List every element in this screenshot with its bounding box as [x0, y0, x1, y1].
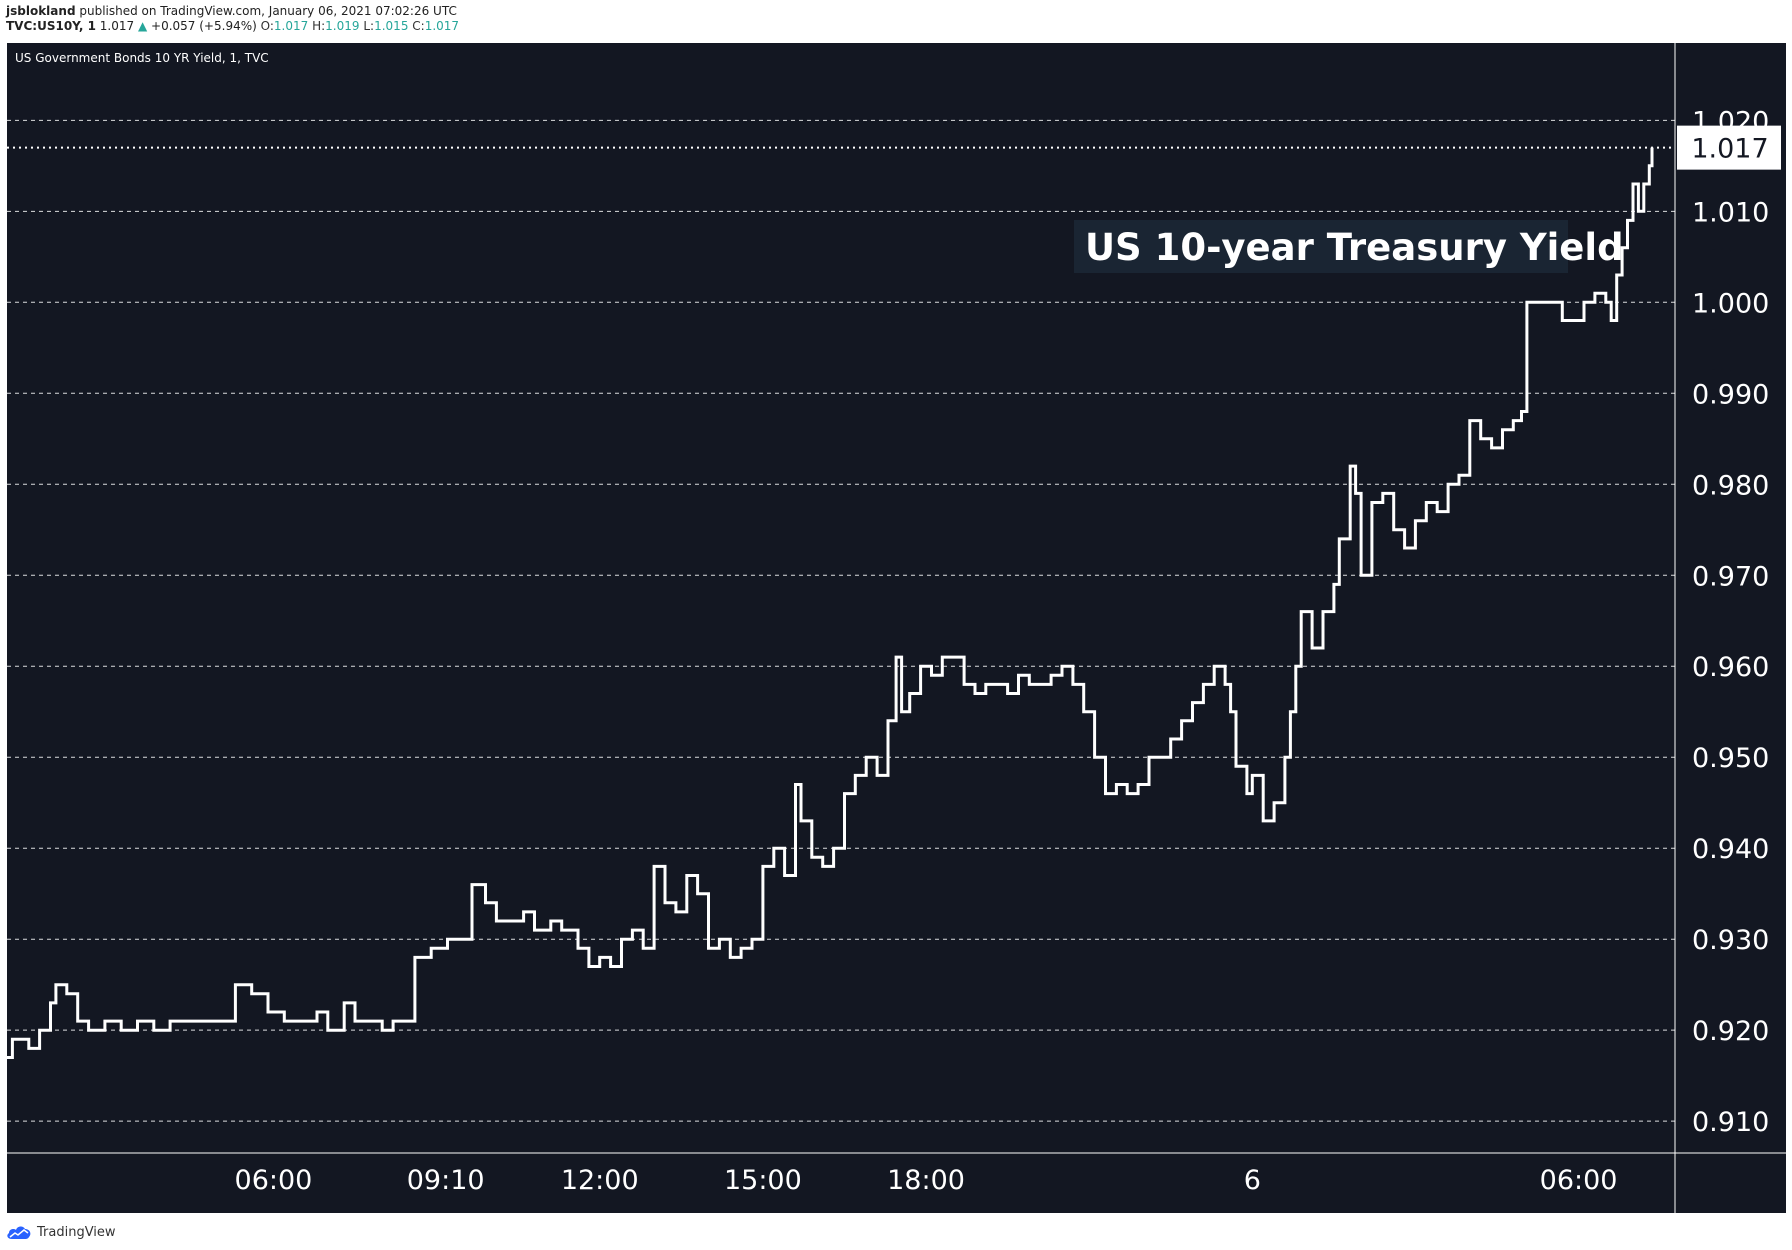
author-name[interactable]: jsblokland: [6, 4, 76, 18]
last-price-label: 1.017: [1691, 134, 1768, 165]
change-value: +0.057 (+5.94%): [151, 19, 257, 33]
y-tick-label: 1.000: [1692, 288, 1769, 319]
open-label: O:: [260, 19, 274, 33]
high-label: H:: [312, 19, 326, 33]
footer: TradingView: [6, 1222, 116, 1242]
y-tick-label: 0.990: [1692, 379, 1769, 410]
line-chart[interactable]: US Government Bonds 10 YR Yield, 1, TVC …: [7, 43, 1786, 1213]
y-tick-label: 0.970: [1692, 561, 1769, 592]
yield-series-line[interactable]: [7, 147, 1654, 1059]
annotation-box[interactable]: [1074, 220, 1568, 273]
y-tick-label: 0.960: [1692, 652, 1769, 683]
low-value: 1.015: [374, 19, 409, 33]
x-tick-label: 6: [1244, 1165, 1261, 1196]
publish-line: jsblokland published on TradingView.com,…: [6, 4, 459, 19]
low-label: L:: [363, 19, 375, 33]
x-tick-label: 09:10: [407, 1165, 485, 1196]
y-tick-label: 0.920: [1692, 1016, 1769, 1047]
chart-header: jsblokland published on TradingView.com,…: [6, 4, 459, 34]
y-tick-label: 0.910: [1692, 1107, 1769, 1138]
high-value: 1.019: [325, 19, 360, 33]
x-tick-label: 12:00: [561, 1165, 639, 1196]
y-tick-label: 0.940: [1692, 834, 1769, 865]
open-value: 1.017: [273, 19, 309, 33]
up-arrow-icon: ▲: [137, 19, 148, 33]
publish-info: published on TradingView.com, January 06…: [79, 4, 457, 18]
footer-brand: TradingView: [37, 1224, 116, 1240]
close-label: C:: [412, 19, 425, 33]
annotation-text: US 10-year Treasury Yield: [1085, 226, 1624, 269]
close-value: 1.017: [424, 19, 460, 33]
x-tick-label: 18:00: [887, 1165, 965, 1196]
x-tick-label: 06:00: [1540, 1165, 1618, 1196]
tradingview-cloud-icon: [7, 1226, 31, 1239]
symbol-name: TVC:US10Y, 1: [6, 19, 96, 33]
chart-title: US Government Bonds 10 YR Yield, 1, TVC: [15, 51, 269, 65]
last-value: 1.017: [99, 19, 135, 33]
y-tick-label: 0.980: [1692, 470, 1769, 501]
chart-panel[interactable]: US Government Bonds 10 YR Yield, 1, TVC …: [7, 43, 1786, 1213]
y-tick-label: 0.930: [1692, 925, 1769, 956]
y-tick-label: 0.950: [1692, 743, 1769, 774]
y-tick-label: 1.010: [1692, 197, 1769, 228]
last-price-badge: [1677, 125, 1781, 170]
x-tick-label: 15:00: [724, 1165, 802, 1196]
x-tick-label: 06:00: [235, 1165, 313, 1196]
symbol-line: TVC:US10Y, 1 1.017 ▲ +0.057 (+5.94%) O:1…: [6, 19, 459, 34]
